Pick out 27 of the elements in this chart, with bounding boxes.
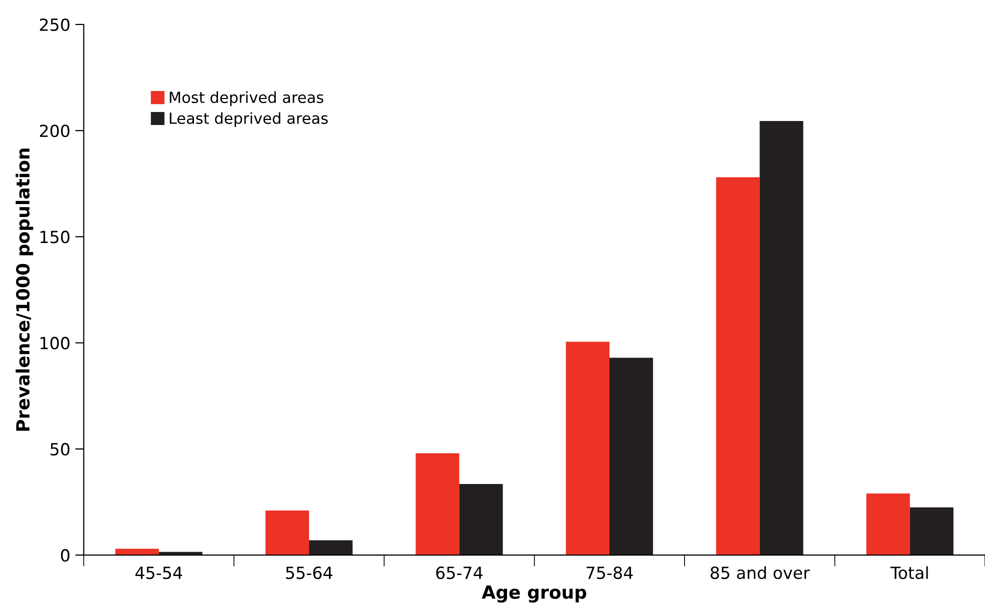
bar — [115, 548, 159, 556]
bar — [265, 510, 310, 556]
y-tick-label: 50 — [50, 442, 70, 456]
bar — [760, 121, 804, 556]
x-tick-label: 85 and over — [710, 566, 810, 580]
bar — [416, 453, 460, 556]
legend-label: Least deprived areas — [170, 112, 328, 127]
bar — [716, 177, 760, 556]
x-tick-label: 75-84 — [586, 566, 633, 580]
legend-label: Most deprived areas — [170, 91, 324, 106]
bar — [910, 507, 954, 556]
bar — [309, 540, 353, 556]
bar — [609, 358, 654, 556]
y-tick-label: 250 — [40, 18, 70, 32]
y-tick-label: 0 — [61, 549, 70, 562]
x-tick-label: 45-54 — [135, 566, 182, 580]
bar — [866, 494, 910, 556]
bar — [459, 484, 503, 556]
x-axis-title: Age group — [482, 586, 586, 603]
y-axis-title: Prevalence/1000 population — [16, 148, 34, 431]
bar — [566, 342, 610, 556]
x-tick-label: 65-74 — [436, 566, 483, 580]
y-tick-label: 100 — [40, 336, 70, 350]
y-tick-label: 150 — [40, 230, 70, 244]
x-tick-label: Total — [890, 566, 928, 580]
x-tick-label: 55-64 — [286, 566, 332, 580]
y-tick-label: 200 — [40, 124, 70, 138]
